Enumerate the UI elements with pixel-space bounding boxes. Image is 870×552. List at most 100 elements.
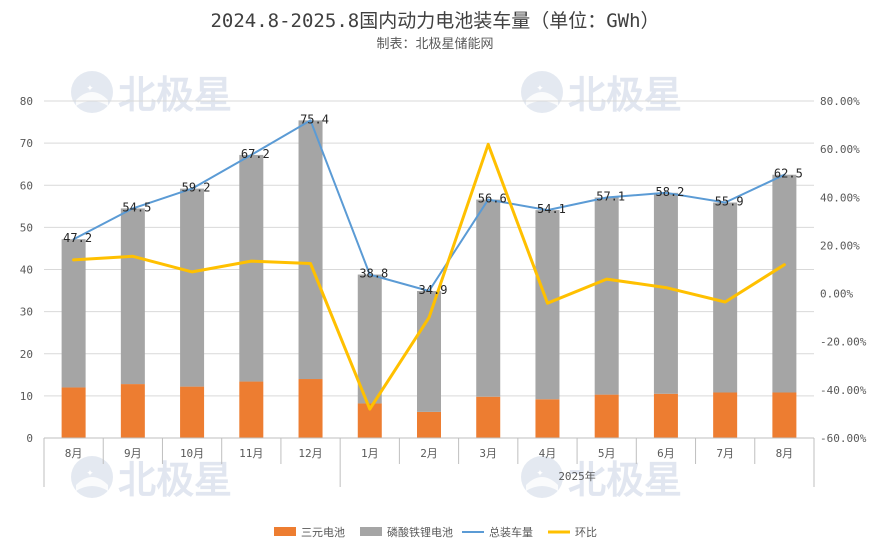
y-tick-label: 10 [20,390,33,403]
watermark-wave-icon [526,92,558,106]
watermark-wave-icon [76,92,108,106]
watermark-text: 北极星 [118,458,232,502]
data-label: 55.9 [715,195,744,209]
bar-三元电池 [61,387,86,438]
x-tick-label: 8月 [65,447,83,460]
bar-磷酸铁锂电池 [417,290,441,412]
y-tick-label: 40 [20,264,33,277]
watermark-star-icon: ✦ [86,80,93,94]
y2-tick-label: -60.00% [820,432,867,445]
x-group-label: 2025年 [558,469,596,483]
label-layer: 47.2 54.5 59.2 67.2 75.4 38.8 34.9 56.6 54.1 57.1… [63,112,803,297]
data-label: 47.2 [63,231,92,245]
chart-subtitle: 制表：北极星储能网 [376,37,493,52]
legend-swatch [274,527,296,536]
y-tick-label: 80 [20,95,33,108]
x-tick-label: 2月 [420,447,438,460]
bar-layer [61,120,797,438]
y2-tick-label: 40.00% [820,191,860,204]
y-tick-label: 60 [20,179,33,192]
watermark-1: ✦ 北极星 [521,71,682,117]
legend-swatch [360,527,382,536]
bar-磷酸铁锂电池 [594,197,619,395]
legend: 三元电池 磷酸铁锂电池 总装车量 环比 [274,525,597,539]
watermark-star-icon: ✦ [536,80,543,94]
bar-三元电池 [120,384,145,438]
watermark-layer: ✦ 北极星 ✦ 北极星 ✦ 北极星 ✦ 北极星 [71,71,682,502]
bar-磷酸铁锂电池 [61,239,86,388]
data-label: 38.8 [359,267,388,281]
y2-tick-label: -40.00% [820,384,867,397]
x-tick-label: 7月 [716,447,734,460]
bar-磷酸铁锂电池 [772,174,797,393]
data-label: 59.2 [182,181,211,195]
legend-label: 磷酸铁锂电池 [387,525,453,539]
x-tick-label: 10月 [180,447,204,460]
x-tick-label: 9月 [124,447,142,460]
bar-磷酸铁锂电池 [180,188,205,387]
y2-tick-label: 80.00% [820,95,860,108]
y-tick-label: 20 [20,348,33,361]
watermark-text: 北极星 [118,73,232,117]
y2-tick-label: 20.00% [820,239,860,252]
line-环比 [72,142,786,411]
data-label: 58.2 [655,185,684,199]
line-layer [72,119,786,411]
watermark-star-icon: ✦ [536,465,543,479]
y-tick-label: 70 [20,137,33,150]
watermark-star-icon: ✦ [86,465,93,479]
bar-三元电池 [772,392,797,438]
data-label: 56.6 [478,192,507,206]
x-tick-label: 12月 [298,447,322,460]
x-tick-label: 11月 [239,447,263,460]
x-tick-label: 3月 [479,447,497,460]
data-label: 57.1 [596,189,625,203]
watermark-2: ✦ 北极星 [71,456,232,502]
chart-title: 2024.8-2025.8国内动力电池装车量（单位：GWh） [210,10,659,32]
bar-三元电池 [653,393,678,438]
data-label: 75.4 [300,112,329,126]
data-label: 34.9 [419,283,448,297]
bar-三元电池 [713,392,738,438]
bar-三元电池 [476,396,501,438]
bar-磷酸铁锂电池 [239,154,264,382]
legend-label: 三元电池 [301,526,345,539]
y2-tick-label: 0.00% [820,288,853,301]
x-tick-label: 1月 [361,447,379,460]
watermark-3: ✦ 北极星 [521,456,682,502]
bar-三元电池 [298,379,323,438]
x-tick-label: 6月 [657,447,675,460]
y-tick-label: 0 [26,432,33,445]
bar-磷酸铁锂电池 [653,192,678,394]
x-tick-label: 5月 [598,447,616,460]
bar-三元电池 [535,399,560,438]
axis-layer: 0 10 20 30 40 50 60 70 80 -60.00% -40.00% -20.00% 0.… [20,95,867,487]
watermark-text: 北极星 [568,458,682,502]
bar-磷酸铁锂电池 [357,274,382,404]
data-label: 54.5 [122,200,151,214]
bar-三元电池 [417,411,441,438]
data-label: 54.1 [537,202,566,216]
y-tick-label: 30 [20,306,33,319]
y2-tick-label: 60.00% [820,143,860,156]
watermark-text: 北极星 [568,73,682,117]
watermark-0: ✦ 北极星 [71,71,232,117]
watermark-wave-icon [76,477,108,491]
y2-tick-label: -20.00% [820,336,867,349]
data-label: 67.2 [241,147,270,161]
bar-三元电池 [180,386,205,438]
x-tick-label: 8月 [776,447,794,460]
line-总装车量 [72,119,786,292]
bar-三元电池 [594,394,619,438]
x-tick-label: 4月 [539,447,557,460]
bar-磷酸铁锂电池 [298,120,323,380]
bar-三元电池 [239,381,264,438]
legend-label: 环比 [575,526,597,539]
legend-label: 总装车量 [489,525,533,539]
watermark-wave-icon [526,477,558,491]
bar-磷酸铁锂电池 [476,199,501,397]
y-tick-label: 50 [20,221,33,234]
bar-磷酸铁锂电池 [120,208,145,385]
